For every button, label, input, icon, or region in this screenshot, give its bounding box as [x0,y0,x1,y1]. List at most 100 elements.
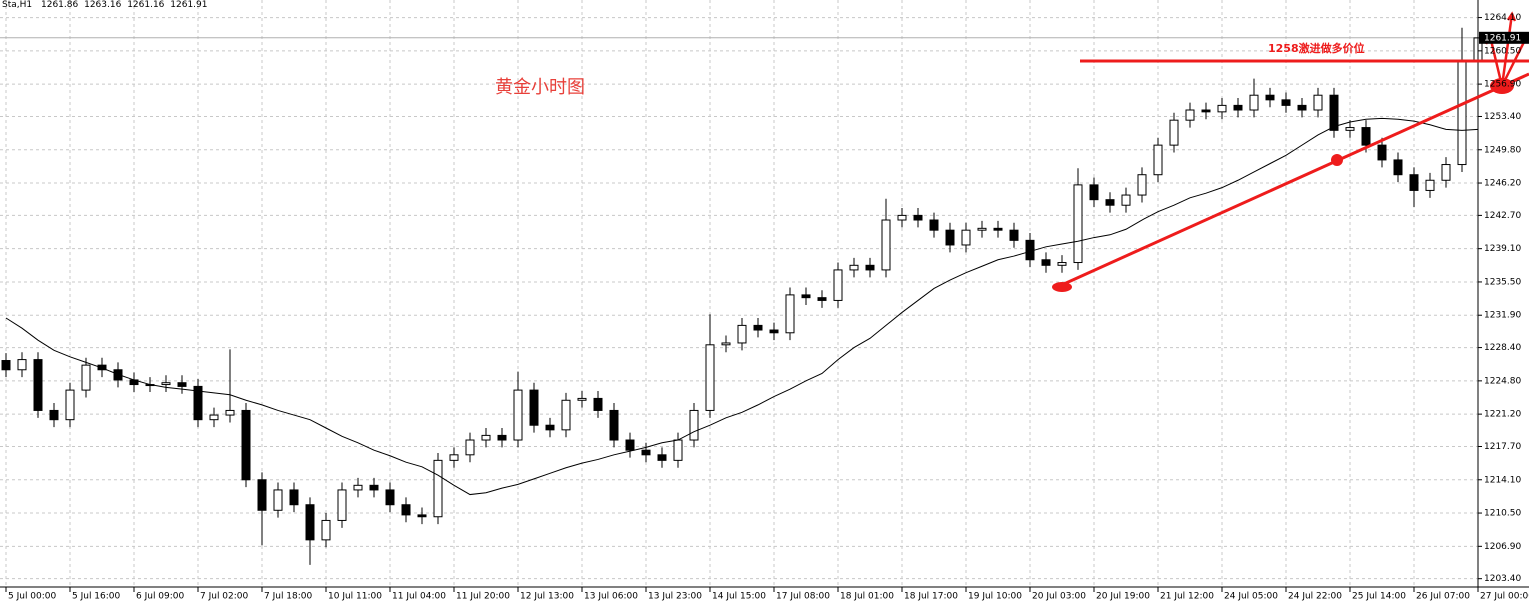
candle-body [1057,262,1067,266]
x-tick-label: 13 Jul 23:00 [648,592,702,602]
candle-body [625,439,635,451]
candle-body [961,229,971,246]
candle-body [1233,104,1243,111]
candle-body [545,424,555,431]
candle-body [1153,144,1163,176]
y-tick-label: 1217.70 [1484,442,1521,452]
candle-body [593,397,603,411]
x-tick-label: 11 Jul 04:00 [392,592,446,602]
candle-body [401,504,411,516]
candle-body [753,324,763,331]
x-tick-label: 25 Jul 14:00 [1352,592,1406,602]
candle-body [1217,104,1227,113]
candle-body [481,434,491,441]
candle-body [305,504,315,541]
candle-body [657,454,667,461]
candle-body [801,294,811,299]
y-tick-label: 1242.70 [1484,211,1521,221]
x-tick-label: 7 Jul 02:00 [200,592,249,602]
candle-body [1041,259,1051,266]
candle-body [513,389,523,441]
x-tick-label: 20 Jul 03:00 [1032,592,1086,602]
x-tick-label: 5 Jul 16:00 [72,592,121,602]
candle-body [705,344,715,411]
header-close: 1261.91 [170,0,207,10]
current-price-box [1479,31,1529,44]
y-tick-label: 1228.40 [1484,343,1521,353]
candle-body [1201,109,1211,113]
header-low: 1261.16 [127,0,164,10]
y-tick-label: 1260.50 [1484,46,1521,56]
annotation-arrows [1484,11,1528,87]
x-tick-label: 19 Jul 10:00 [968,592,1022,602]
x-tick-label: 11 Jul 20:00 [456,592,510,602]
y-tick-label: 1235.50 [1484,277,1521,287]
current-price-label: 1261.91 [1484,33,1521,43]
y-tick-label: 1203.40 [1484,574,1521,584]
candle-body [737,324,747,344]
x-tick-label: 10 Jul 11:00 [328,592,382,602]
annotation-trendline [1054,72,1529,290]
candle-body [785,294,795,334]
candle-body [1345,127,1355,131]
candle-body [193,385,203,421]
x-tick-label: 21 Jul 12:00 [1160,592,1214,602]
candle-body [49,409,59,421]
candle-body [673,439,683,461]
candle-body [1313,94,1323,111]
x-tick-label: 6 Jul 09:00 [136,592,185,602]
x-tick-label: 14 Jul 15:00 [712,592,766,602]
annotation-dot [1331,154,1343,166]
x-tick-label: 5 Jul 00:00 [8,592,57,602]
candle-body [817,297,827,301]
y-tick-label: 1256.90 [1484,80,1521,90]
candle-body [913,214,923,221]
y-tick-label: 1224.80 [1484,376,1521,386]
annotation-dot [1052,282,1072,292]
candle-body [1169,119,1179,146]
candle-body [833,269,843,301]
candle-body [1073,184,1083,264]
header: Sta,H1 1261.86 1263.16 1261.16 1261.91 [2,0,208,10]
y-tick-label: 1249.80 [1484,145,1521,155]
candle-body [289,489,299,506]
y-tick-label: 1214.10 [1484,475,1521,485]
candle-body [209,414,219,421]
x-tick-label: 26 Jul 07:00 [1416,592,1470,602]
candle-body [33,359,43,411]
candle-body [929,219,939,231]
candle-body [1249,94,1259,111]
x-tick-label: 17 Jul 08:00 [776,592,830,602]
candle-body [497,434,507,441]
candle-body [1025,239,1035,261]
x-tick-label: 24 Jul 05:00 [1224,592,1278,602]
candle-body [353,484,363,491]
candle-body [529,389,539,426]
candle-body [241,409,251,481]
candle-body [849,264,859,271]
candle-body [1409,174,1419,191]
candle-body [865,264,875,271]
candle-body [897,214,907,221]
candle-body [1441,164,1451,181]
candle-body [81,364,91,391]
candle-body [257,479,267,511]
candle-body [641,449,651,456]
candle-body [321,519,331,541]
y-tick-label: 1264.10 [1484,13,1521,23]
x-tick-label: 18 Jul 01:00 [840,592,894,602]
candle-body [1457,59,1467,166]
y-tick-label: 1210.50 [1484,509,1521,519]
candle-body [177,382,187,387]
grid-layer [0,0,1479,587]
candle-body [417,514,427,518]
candle-body [577,397,587,401]
x-tick-label: 20 Jul 19:00 [1096,592,1150,602]
candle-body [465,439,475,456]
candle-body [977,227,987,231]
y-tick-label: 1239.10 [1484,244,1521,254]
candle-body [449,454,459,461]
candle-body [1329,94,1339,131]
candle-body [65,389,75,421]
header-open: 1261.86 [41,0,78,10]
